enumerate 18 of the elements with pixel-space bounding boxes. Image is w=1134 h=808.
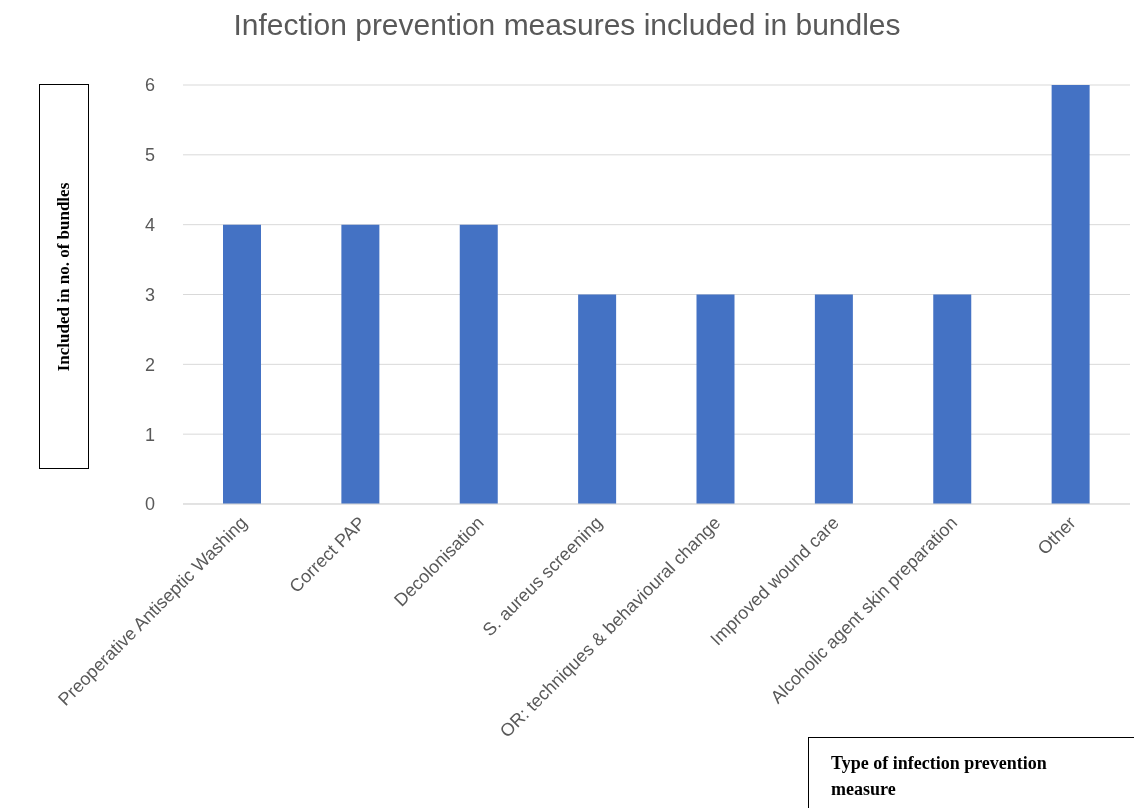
y-axis-title: Included in no. of bundles [54,182,74,371]
bar [341,224,380,504]
y-tick-label: 4 [144,215,155,236]
y-tick-label: 5 [144,145,155,166]
bar [223,224,261,504]
bar [1051,85,1090,504]
bar [578,294,617,504]
x-axis-title: Type of infection prevention measure [808,737,1134,808]
y-tick-label: 6 [144,75,155,96]
bar [459,224,498,504]
y-tick-label: 0 [144,494,155,515]
y-tick-label: 3 [144,284,155,305]
y-tick-label: 1 [144,424,155,445]
bar [696,294,735,504]
y-tick-label: 2 [144,354,155,375]
chart-title: Infection prevention measures included in bundles [232,8,902,42]
bar [814,294,853,504]
bar [933,294,972,504]
